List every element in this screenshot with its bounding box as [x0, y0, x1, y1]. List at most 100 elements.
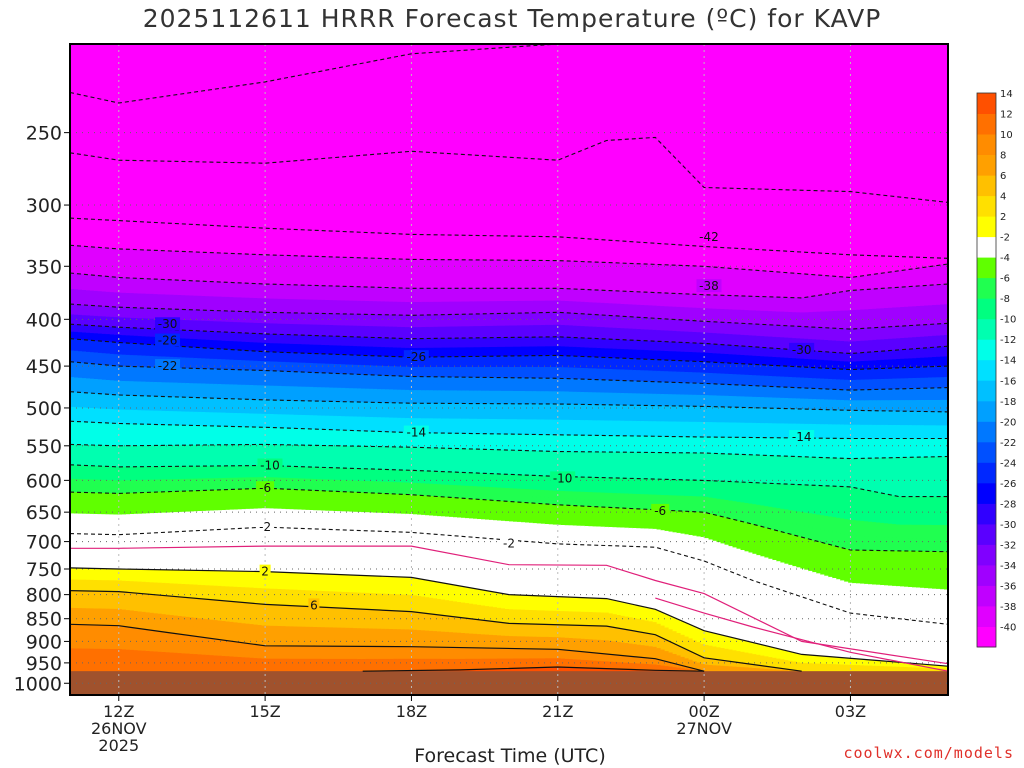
- temperature-fill-cell: [273, 421, 279, 429]
- temperature-fill-cell: [297, 551, 303, 563]
- temperature-fill-cell: [165, 272, 171, 281]
- temperature-fill-cell: [305, 461, 311, 468]
- temperature-fill-cell: [305, 140, 311, 161]
- temperature-fill-cell: [237, 450, 243, 456]
- temperature-fill-cell: [213, 647, 219, 657]
- temperature-fill-cell: [109, 493, 115, 505]
- temperature-fill-cell: [293, 213, 299, 231]
- temperature-fill-cell: [133, 249, 139, 258]
- temperature-fill-cell: [86, 57, 91, 72]
- temperature-fill-cell: [101, 321, 107, 327]
- temperature-fill-cell: [241, 355, 247, 361]
- temperature-fill-cell: [97, 461, 103, 467]
- temperature-fill-cell: [189, 445, 195, 452]
- temperature-fill-cell: [297, 589, 303, 599]
- temperature-fill-cell: [86, 370, 91, 379]
- temperature-fill-cell: [205, 419, 211, 427]
- temperature-fill-cell: [185, 338, 191, 344]
- temperature-fill-cell: [173, 512, 179, 523]
- temperature-fill-cell: [201, 484, 207, 491]
- temperature-fill-cell: [309, 139, 315, 161]
- temperature-fill-cell: [125, 395, 131, 404]
- temperature-fill-cell: [70, 273, 75, 282]
- temperature-fill-cell: [109, 73, 115, 89]
- temperature-fill-cell: [313, 243, 319, 251]
- temperature-fill-cell: [309, 66, 315, 74]
- temperature-fill-cell: [197, 295, 203, 304]
- temperature-fill-cell: [82, 290, 87, 299]
- temperature-fill-cell: [149, 313, 155, 320]
- temperature-fill-cell: [161, 272, 167, 281]
- temperature-fill-cell: [253, 508, 259, 519]
- temperature-fill-cell: [325, 422, 331, 431]
- temperature-fill-cell: [86, 599, 91, 609]
- temperature-fill-cell: [297, 652, 303, 660]
- temperature-fill-cell: [177, 541, 183, 552]
- temperature-fill-cell: [109, 116, 115, 132]
- temperature-fill-cell: [93, 358, 99, 365]
- temperature-fill-cell: [177, 501, 183, 513]
- temperature-fill-cell: [301, 97, 307, 121]
- temperature-fill-cell: [189, 315, 195, 321]
- temperature-fill-cell: [177, 634, 183, 645]
- temperature-fill-cell: [265, 63, 271, 73]
- temperature-fill-cell: [289, 652, 295, 660]
- temperature-fill-cell: [93, 551, 99, 561]
- temperature-fill-cell: [189, 280, 195, 289]
- temperature-fill-cell: [213, 500, 219, 511]
- temperature-fill-cell: [165, 208, 171, 224]
- temperature-fill-cell: [265, 323, 271, 330]
- temperature-fill-cell: [241, 499, 247, 510]
- temperature-fill-cell: [70, 421, 75, 428]
- temperature-fill-cell: [253, 283, 259, 292]
- temperature-fill-cell: [149, 551, 155, 562]
- temperature-fill-cell: [205, 390, 211, 399]
- temperature-fill-cell: [201, 390, 207, 399]
- temperature-fill-cell: [265, 241, 271, 249]
- temperature-fill-cell: [189, 425, 195, 431]
- temperature-fill-cell: [289, 99, 295, 122]
- temperature-fill-cell: [269, 449, 275, 456]
- temperature-fill-cell: [281, 477, 287, 485]
- temperature-fill-cell: [169, 113, 175, 131]
- temperature-fill-cell: [78, 125, 83, 141]
- temperature-fill-cell: [209, 195, 215, 212]
- temperature-fill-cell: [217, 260, 223, 269]
- temperature-fill-cell: [121, 235, 127, 243]
- temperature-fill-cell: [161, 512, 167, 524]
- temperature-fill-cell: [141, 575, 147, 583]
- temperature-fill-cell: [193, 450, 199, 457]
- temperature-fill-cell: [101, 291, 107, 300]
- temperature-fill-cell: [293, 414, 299, 423]
- temperature-fill-cell: [101, 574, 107, 581]
- temperature-fill-cell: [329, 231, 335, 239]
- temperature-fill-cell: [261, 63, 267, 74]
- temperature-fill-cell: [78, 590, 83, 601]
- temperature-fill-cell: [305, 348, 311, 354]
- temperature-fill-cell: [173, 466, 179, 474]
- temperature-fill-cell: [153, 450, 159, 457]
- temperature-fill-cell: [193, 617, 199, 628]
- temperature-fill-cell: [297, 178, 303, 198]
- temperature-fill-cell: [157, 44, 163, 59]
- temperature-fill-cell: [209, 599, 215, 611]
- temperature-fill-cell: [301, 528, 307, 541]
- temperature-fill-cell: [141, 492, 147, 504]
- temperature-fill-cell: [113, 206, 119, 222]
- temperature-fill-cell: [305, 44, 311, 53]
- temperature-fill-cell: [93, 608, 99, 618]
- temperature-fill-cell: [74, 93, 79, 111]
- temperature-fill-cell: [161, 44, 167, 59]
- temperature-fill-cell: [281, 44, 287, 54]
- temperature-fill-cell: [82, 427, 87, 435]
- temperature-fill-cell: [133, 146, 139, 162]
- temperature-fill-cell: [161, 237, 167, 245]
- temperature-fill-cell: [213, 331, 219, 337]
- temperature-fill-cell: [257, 635, 263, 646]
- temperature-fill-cell: [325, 445, 331, 452]
- temperature-fill-cell: [141, 236, 147, 244]
- temperature-fill-cell: [245, 290, 251, 299]
- temperature-fill-cell: [97, 580, 103, 587]
- temperature-fill-cell: [233, 179, 239, 197]
- temperature-fill-cell: [273, 427, 279, 433]
